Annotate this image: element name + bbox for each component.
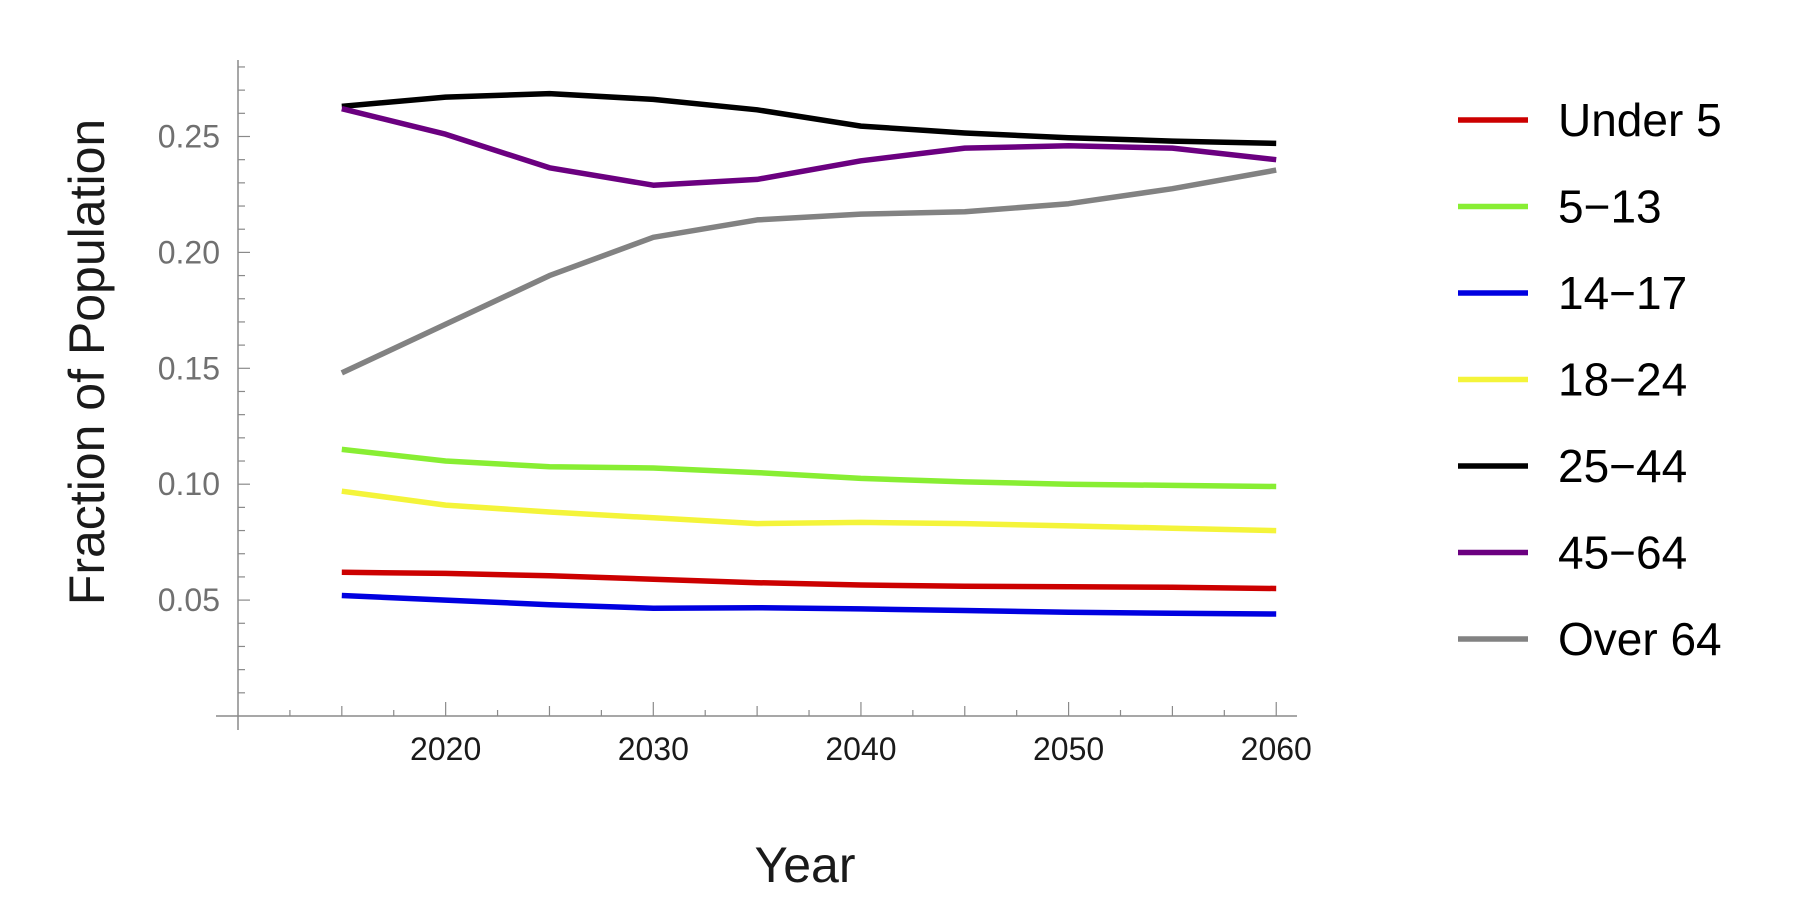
series-line-0 [341,569,1277,592]
legend: Under 5 5−13 14−17 18−24 25−44 45−64 Over 64 [1458,94,1722,665]
y-axis-title: Fraction of Population [59,119,115,605]
series-line-2 [341,592,1277,617]
series-line-4 [341,90,1277,147]
legend-label: 18−24 [1558,354,1687,406]
x-tick-label: 2060 [1241,731,1312,767]
legend-label: 45−64 [1558,527,1687,579]
x-tick-label: 2020 [410,731,481,767]
x-tick-label: 2050 [1033,731,1104,767]
y-tick-label: 0.15 [158,350,220,386]
series-line-1 [341,446,1277,490]
series-line-6 [340,167,1277,376]
y-tick-label: 0.25 [158,118,220,154]
x-axis-title: Year [754,837,855,893]
y-tick-label: 0.20 [158,234,220,270]
series-line-3 [341,488,1277,534]
y-tick-label: 0.05 [158,582,220,618]
x-tick-label: 2030 [618,731,689,767]
legend-label: Under 5 [1558,94,1722,146]
legend-label: 14−17 [1558,267,1687,319]
series-line-5 [341,106,1277,188]
legend-label: Over 64 [1558,613,1722,665]
x-tick-label: 2040 [825,731,896,767]
series-lines [340,90,1277,617]
axes: 0.05 0.10 0.15 0.20 0.25 2020 2030 2040 2050 2060 [158,60,1312,767]
legend-label: 25−44 [1558,440,1687,492]
legend-label: 5−13 [1558,181,1662,233]
y-tick-label: 0.10 [158,466,220,502]
